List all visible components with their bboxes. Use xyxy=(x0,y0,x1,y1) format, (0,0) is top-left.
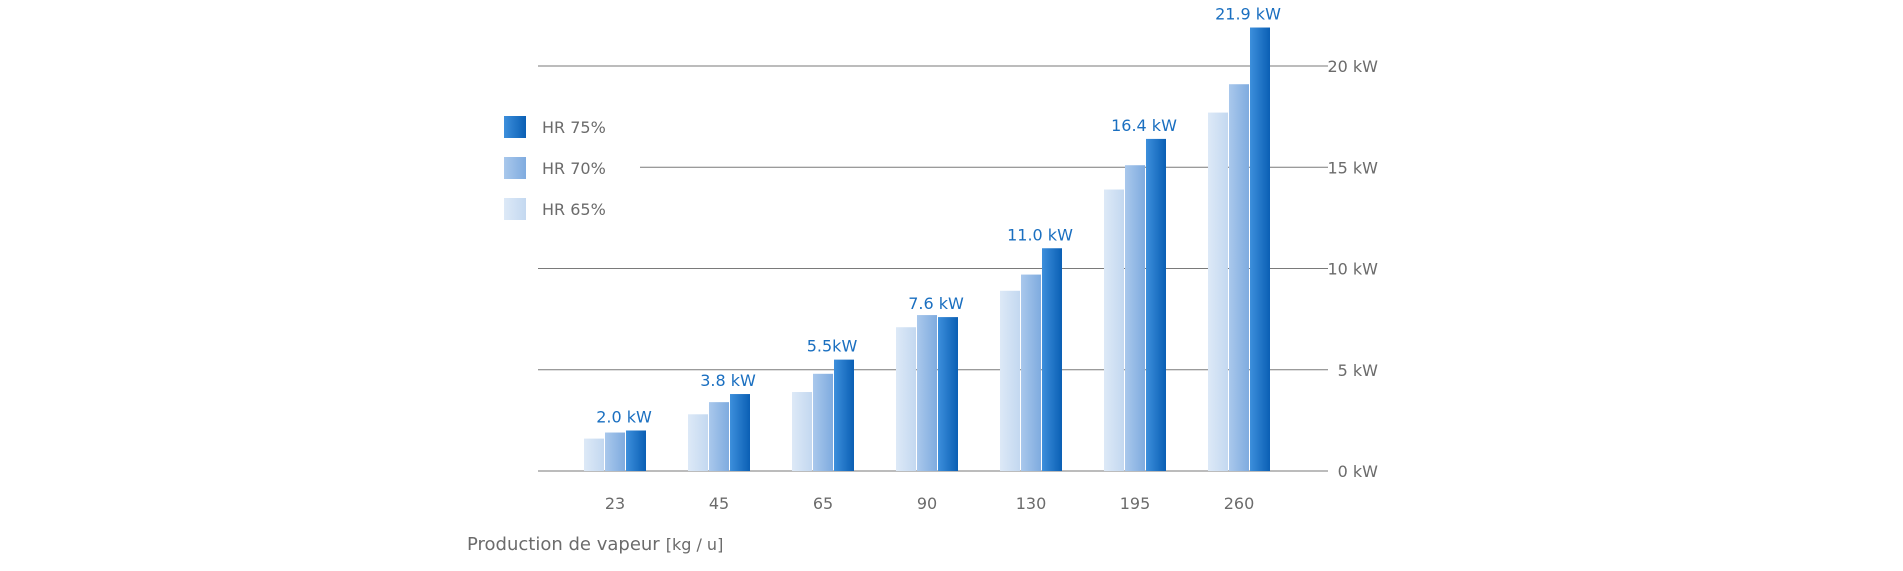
x-tick-label: 23 xyxy=(605,494,625,513)
x-tick-label: 45 xyxy=(709,494,729,513)
x-tick-label: 195 xyxy=(1120,494,1151,513)
bar-hr-75--130 xyxy=(1042,248,1062,471)
x-tick-label: 260 xyxy=(1224,494,1255,513)
bar-hr-65--23 xyxy=(584,438,604,471)
bar-hr-75--45 xyxy=(730,394,750,471)
x-axis-title-unit: [kg / u] xyxy=(666,535,724,554)
data-label: 5.5kW xyxy=(807,337,858,356)
bar-hr-70--45 xyxy=(709,402,729,471)
data-label: 16.4 kW xyxy=(1111,116,1177,135)
bar-hr-65--90 xyxy=(896,327,916,471)
y-tick-label: 5 kW xyxy=(1338,361,1379,380)
y-axis: 0 kW 5 kW 10 kW 15 kW 20 kW xyxy=(1318,57,1378,481)
bar-hr-65--195 xyxy=(1104,189,1124,471)
legend: HR 75% HR 70% HR 65% xyxy=(504,116,606,220)
y-tick-label: 20 kW xyxy=(1327,57,1378,76)
legend-label: HR 70% xyxy=(542,159,606,178)
bar-hr-70--65 xyxy=(813,373,833,471)
bar-hr-65--45 xyxy=(688,414,708,471)
bar-hr-65--65 xyxy=(792,392,812,471)
x-tick-label: 90 xyxy=(917,494,937,513)
data-label: 3.8 kW xyxy=(700,371,756,390)
y-tick-label: 15 kW xyxy=(1327,158,1378,177)
legend-swatch xyxy=(504,198,526,220)
bar-hr-70--130 xyxy=(1021,274,1041,471)
bar-hr-75--195 xyxy=(1146,138,1166,471)
bar-hr-65--130 xyxy=(1000,290,1020,471)
bar-hr-75--23 xyxy=(626,430,646,471)
data-label: 2.0 kW xyxy=(596,408,652,427)
bar-hr-75--90 xyxy=(938,317,958,471)
x-axis: 23 45 65 90 130 195 260 xyxy=(605,494,1254,513)
bar-hr-70--23 xyxy=(605,432,625,471)
bar-hr-75--65 xyxy=(834,359,854,471)
bar-hr-70--260 xyxy=(1229,84,1249,471)
bar-hr-70--90 xyxy=(917,315,937,471)
grid-lines xyxy=(538,65,1318,472)
x-axis-title: Production de vapeur [kg / u] xyxy=(467,534,723,555)
data-labels: 2.0 kW 3.8 kW 5.5kW 7.6 kW 11.0 kW 16.4 kW 21.… xyxy=(596,5,1281,427)
data-label: 11.0 kW xyxy=(1007,225,1073,244)
legend-swatch xyxy=(504,116,526,138)
legend-label: HR 65% xyxy=(542,200,606,219)
data-label: 7.6 kW xyxy=(908,294,964,313)
bars xyxy=(584,27,1270,472)
bar-hr-65--260 xyxy=(1208,112,1228,471)
bar-hr-75--260 xyxy=(1250,27,1270,472)
legend-label: HR 75% xyxy=(542,118,606,137)
x-axis-title-main: Production de vapeur xyxy=(467,534,660,555)
data-label: 21.9 kW xyxy=(1215,5,1281,24)
y-tick-label: 0 kW xyxy=(1338,462,1379,481)
x-tick-label: 130 xyxy=(1016,494,1047,513)
bar-hr-70--195 xyxy=(1125,165,1145,471)
y-tick-label: 10 kW xyxy=(1327,260,1378,279)
x-tick-label: 65 xyxy=(813,494,833,513)
legend-swatch xyxy=(504,157,526,179)
